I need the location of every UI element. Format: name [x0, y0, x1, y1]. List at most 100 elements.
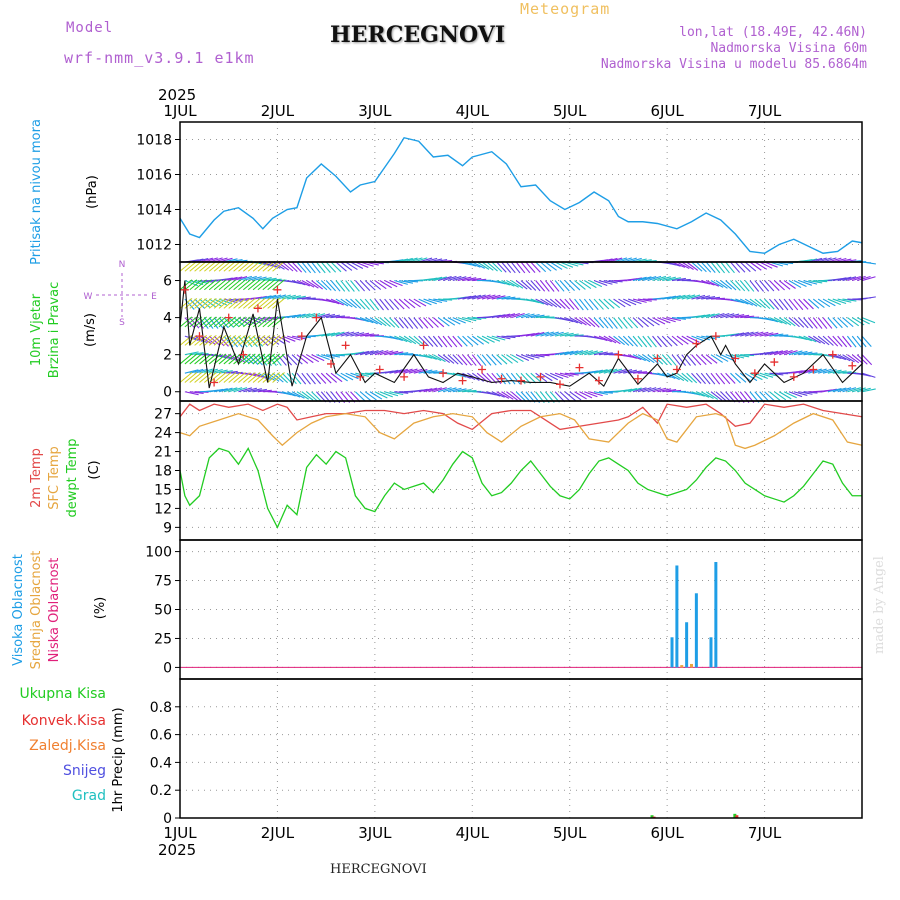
compass-label: W [84, 292, 93, 302]
wind-arrow [189, 279, 203, 291]
wind-arrow [233, 316, 246, 328]
wind-arrow [389, 351, 404, 356]
wind-arrow [749, 372, 763, 381]
wind-arrow [413, 369, 428, 374]
wind-arrow [598, 352, 613, 356]
wind-arrow [837, 335, 848, 348]
wind-arrow [204, 335, 217, 346]
wind-arrow [452, 335, 463, 348]
pressure-unit: (hPa) [85, 175, 100, 209]
wind-arrow [676, 278, 691, 282]
wind-arrow [535, 261, 547, 273]
wind-arrow [759, 280, 770, 292]
wind-arrow [179, 316, 193, 328]
wind-arrow [350, 391, 361, 403]
gust-marker [400, 372, 409, 381]
wind-arrow [233, 372, 246, 383]
wind-arrow [837, 387, 852, 393]
wind-arrow [520, 333, 535, 337]
wind-arrow [452, 276, 467, 282]
wind-arrow [418, 354, 433, 359]
wind-arrow [832, 370, 847, 374]
wind-arrow [330, 261, 342, 273]
wind-arrow [267, 335, 281, 346]
wind-arrow [667, 389, 682, 393]
y-tick-label: 1018 [136, 133, 172, 149]
wind-arrows [179, 257, 876, 404]
coords-label: lon,lat (18.49E, 42.46N) [679, 25, 867, 40]
wind-arrow [642, 275, 657, 282]
wind-arrow [583, 298, 594, 311]
cloud-unit: (%) [93, 597, 108, 620]
wind-arrow [228, 316, 242, 328]
wind-arrow [842, 317, 854, 328]
wind-arrow [657, 388, 672, 393]
wind-arrow [798, 335, 813, 342]
wind-arrow [491, 261, 503, 273]
wind-arrow [262, 316, 276, 328]
wind-arrow [325, 261, 337, 273]
wind-arrow [720, 261, 730, 274]
wind-arrow [530, 372, 542, 383]
wind-arrow [671, 354, 682, 366]
wind-arrow [233, 297, 246, 309]
wind-arrow [798, 298, 809, 310]
wind-arrow [481, 372, 493, 384]
wind-arrow [744, 280, 755, 292]
wind-arrow [666, 335, 678, 347]
wind-arrow [316, 354, 330, 360]
wind-arrow [306, 391, 318, 402]
wind-arrow [272, 279, 285, 291]
wind-arrow [384, 317, 396, 328]
wind-arrow [384, 391, 399, 397]
wind-arrow [510, 280, 524, 289]
x-tick-label-bottom: 4JUL [456, 824, 490, 842]
wind-arrow [647, 354, 659, 364]
wind-arrow [549, 298, 562, 309]
wind-arrow [199, 335, 212, 346]
wind-arrow [623, 369, 638, 374]
wind-arrow [291, 372, 302, 385]
wind-arrow [311, 391, 322, 402]
wind-arrow [803, 280, 818, 285]
wind-arrow [252, 260, 266, 272]
wind-arrow [769, 391, 781, 402]
wind-arrow [759, 351, 774, 356]
wind-arrow [803, 335, 817, 343]
wind-arrow [199, 260, 212, 272]
wind-arrow [764, 372, 779, 377]
wind-arrow [428, 276, 443, 282]
wind-arrow [243, 279, 256, 291]
wind-arrow [725, 261, 735, 274]
wind-arrow [574, 298, 584, 311]
wind-arrow [623, 298, 637, 306]
gust-marker [341, 341, 350, 350]
wind-arrow [330, 298, 344, 306]
wind-arrow [394, 368, 408, 374]
wind-arrow [315, 261, 326, 274]
wind-arrow [291, 261, 303, 273]
wind-arrow [822, 388, 837, 393]
wind-arrow [861, 261, 876, 265]
wind-arrow [447, 335, 458, 348]
wind-arrow [326, 314, 341, 319]
wind-arrow [662, 276, 676, 282]
wind-arrow [442, 335, 453, 348]
wind-arrow [233, 387, 248, 393]
wind-arrow [452, 317, 466, 324]
wind-arrow [389, 391, 404, 396]
wind-arrow [257, 353, 271, 365]
wind-arrow [559, 332, 574, 337]
wind-arrow [321, 313, 336, 319]
wind-arrow [238, 335, 251, 346]
wind-arrow [301, 391, 314, 401]
wind-arrow [749, 331, 764, 337]
wind-arrow [827, 335, 839, 347]
wind-arrow [530, 331, 545, 337]
wind-arrow [403, 317, 414, 329]
wind-arrow [774, 334, 789, 337]
wind-arrow [842, 335, 852, 348]
wind-arrow [564, 333, 579, 337]
y-tick-label: 9 [163, 520, 172, 536]
wind-arrow [803, 317, 814, 329]
